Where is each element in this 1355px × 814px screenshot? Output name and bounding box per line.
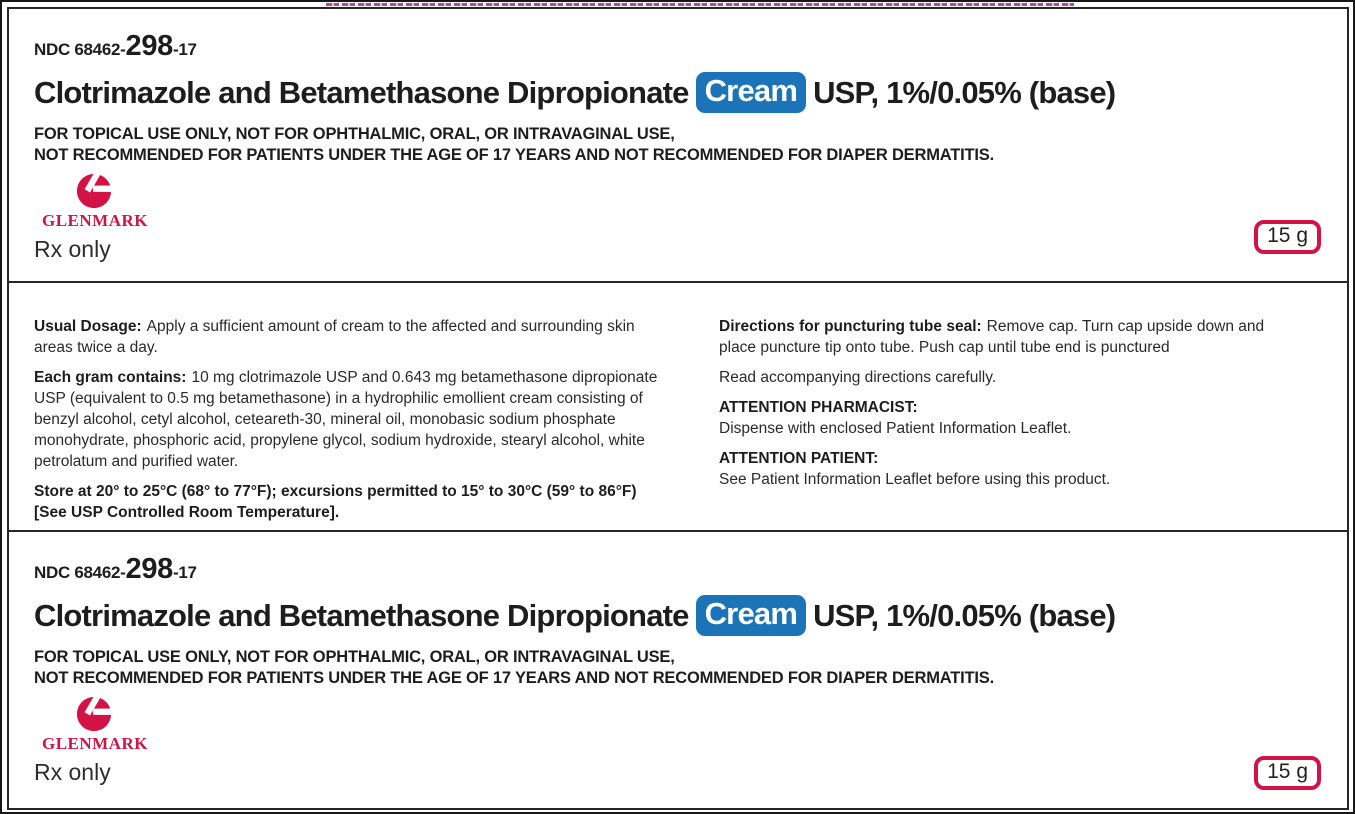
panel-divider-bottom xyxy=(9,530,1347,532)
label-outline: NDC 68462-298-17 Clotrimazole and Betame… xyxy=(7,7,1349,810)
usual-dosage-text: Apply a sufficient amount of cream to th… xyxy=(34,318,635,356)
product-title: Clotrimazole and Betamethasone Dipropion… xyxy=(34,70,1347,116)
ndc-code: NDC 68462-298-17 xyxy=(34,554,1347,588)
product-title-text: Clotrimazole and Betamethasone Dipropion… xyxy=(34,598,689,633)
product-title-strength: USP, 1%/0.05% (base) xyxy=(813,75,1116,110)
warning-line-1: FOR TOPICAL USE ONLY, NOT FOR OPHTHALMIC… xyxy=(34,648,675,666)
label-panel-bottom: NDC 68462-298-17 Clotrimazole and Betame… xyxy=(9,532,1347,808)
glenmark-g-icon xyxy=(76,173,112,209)
rx-only-statement: Rx only xyxy=(34,759,111,785)
usual-dosage-paragraph: Usual Dosage: Apply a sufficient amount o… xyxy=(34,316,672,358)
label-panel-top: NDC 68462-298-17 Clotrimazole and Betame… xyxy=(9,9,1347,281)
rx-only-statement: Rx only xyxy=(34,236,111,262)
cream-form-badge: Cream xyxy=(695,72,807,113)
product-title: Clotrimazole and Betamethasone Dipropion… xyxy=(34,593,1347,639)
ndc-prefix: NDC 68462- xyxy=(34,563,126,582)
warning-statements: FOR TOPICAL USE ONLY, NOT FOR OPHTHALMIC… xyxy=(34,647,1347,689)
brand-logo: glenmark xyxy=(42,173,148,233)
net-weight-badge: 15 g xyxy=(1254,220,1321,254)
warning-line-1: FOR TOPICAL USE ONLY, NOT FOR OPHTHALMIC… xyxy=(34,125,675,143)
info-left-column: Usual Dosage: Apply a sufficient amount o… xyxy=(34,316,672,523)
warning-line-2: NOT RECOMMENDED FOR PATIENTS UNDER THE A… xyxy=(34,669,994,687)
product-title-strength: USP, 1%/0.05% (base) xyxy=(813,598,1116,633)
each-gram-text: 10 mg clotrimazole USP and 0.643 mg beta… xyxy=(34,369,658,470)
info-panel: Usual Dosage: Apply a sufficient amount o… xyxy=(9,283,1347,530)
ndc-prefix: NDC 68462- xyxy=(34,40,126,59)
attention-patient-text: See Patient Information Leaflet before u… xyxy=(719,471,1111,488)
storage-paragraph: Store at 20° to 25°C (68° to 77°F); excu… xyxy=(34,483,637,521)
ndc-code: NDC 68462-298-17 xyxy=(34,31,1347,65)
puncture-directions-text: Remove cap. Turn cap upside down and pla… xyxy=(719,318,1265,356)
glenmark-g-icon xyxy=(76,696,112,732)
attention-pharmacist-heading: ATTENTION PHARMACIST: xyxy=(719,399,918,416)
ndc-suffix: -17 xyxy=(173,40,197,59)
info-right-column: Directions for puncturing tube seal: Remo… xyxy=(719,316,1289,490)
ndc-suffix: -17 xyxy=(173,563,197,582)
each-gram-lead: Each gram contains: xyxy=(34,369,187,386)
attention-patient-heading: ATTENTION PATIENT: xyxy=(719,450,879,467)
brand-logo: glenmark xyxy=(42,696,148,756)
attention-pharmacist-text: Dispense with enclosed Patient Informati… xyxy=(719,420,1072,437)
read-directions-text: Read accompanying directions carefully. xyxy=(719,369,997,386)
brand-name: glenmark xyxy=(42,729,148,755)
ndc-number: 298 xyxy=(125,30,174,62)
cream-form-badge: Cream xyxy=(695,595,807,636)
usual-dosage-lead: Usual Dosage: xyxy=(34,318,142,335)
ndc-number: 298 xyxy=(125,553,174,585)
each-gram-paragraph: Each gram contains: 10 mg clotrimazole US… xyxy=(34,367,672,472)
puncture-directions-lead: Directions for puncturing tube seal: xyxy=(719,318,982,335)
warning-line-2: NOT RECOMMENDED FOR PATIENTS UNDER THE A… xyxy=(34,146,994,164)
product-title-text: Clotrimazole and Betamethasone Dipropion… xyxy=(34,75,689,110)
print-registration-mark xyxy=(326,3,1074,6)
panel-divider-top xyxy=(9,281,1347,283)
net-weight-badge: 15 g xyxy=(1254,756,1321,790)
brand-name: glenmark xyxy=(42,206,148,232)
puncture-directions-paragraph: Directions for puncturing tube seal: Remo… xyxy=(719,316,1289,358)
warning-statements: FOR TOPICAL USE ONLY, NOT FOR OPHTHALMIC… xyxy=(34,124,1347,166)
